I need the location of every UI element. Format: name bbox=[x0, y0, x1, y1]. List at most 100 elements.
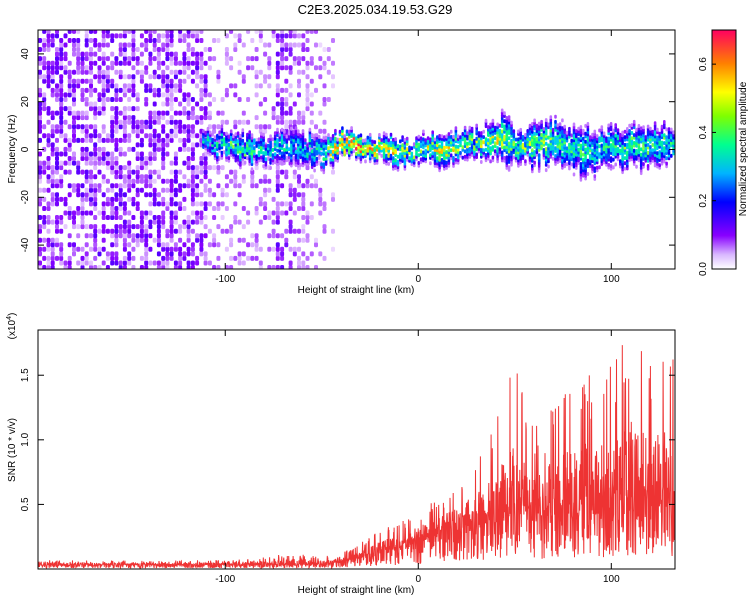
heat-cell bbox=[131, 87, 136, 93]
heat-cell bbox=[280, 246, 285, 252]
heat-cell bbox=[169, 196, 174, 202]
heat-cell bbox=[507, 165, 511, 170]
heat-cell bbox=[76, 78, 81, 84]
heat-cell bbox=[76, 47, 81, 52]
heat-cell bbox=[80, 206, 85, 211]
colorbar-tick-label: 0.6 bbox=[698, 57, 709, 71]
heat-cell bbox=[301, 183, 306, 189]
heat-cell bbox=[101, 92, 106, 98]
heat-cell bbox=[484, 147, 488, 152]
heat-cell bbox=[50, 38, 55, 43]
heat-cell bbox=[195, 260, 200, 266]
heat-cell bbox=[84, 178, 89, 184]
heat-cell bbox=[301, 228, 306, 234]
heat-cell bbox=[105, 33, 110, 39]
heat-cell bbox=[50, 115, 55, 121]
heat-cell bbox=[118, 233, 123, 239]
heat-cell bbox=[63, 56, 68, 62]
heat-cell bbox=[110, 228, 115, 234]
heat-cell bbox=[135, 242, 140, 248]
heat-cell bbox=[224, 206, 229, 211]
heat-cell bbox=[161, 224, 166, 230]
heat-cell bbox=[148, 119, 153, 125]
heat-cell bbox=[280, 265, 285, 269]
heat-cell bbox=[148, 115, 153, 121]
heat-cell bbox=[46, 142, 51, 148]
heat-cell bbox=[80, 92, 85, 98]
heat-cell bbox=[127, 169, 132, 175]
heat-cell bbox=[642, 125, 645, 130]
heat-cell bbox=[288, 219, 293, 225]
heat-cell bbox=[131, 196, 136, 202]
heat-cell bbox=[288, 228, 293, 234]
heat-cell bbox=[258, 246, 263, 252]
heat-cell bbox=[173, 215, 178, 220]
heat-cell bbox=[46, 47, 51, 52]
heat-cell bbox=[93, 110, 98, 116]
heat-cell bbox=[165, 110, 170, 116]
heat-cell bbox=[169, 83, 174, 89]
heat-cell bbox=[305, 60, 310, 66]
heat-cell bbox=[84, 87, 89, 93]
heat-cell bbox=[216, 201, 221, 207]
heat-cell bbox=[165, 74, 170, 80]
heat-cell bbox=[216, 141, 219, 146]
heat-cell bbox=[220, 215, 225, 220]
heat-cell bbox=[161, 83, 166, 89]
heat-cell bbox=[135, 156, 140, 161]
heat-cell bbox=[263, 110, 268, 116]
heat-cell bbox=[195, 133, 200, 139]
heat-cell bbox=[161, 196, 166, 202]
heat-cell bbox=[275, 215, 280, 220]
heat-cell bbox=[122, 42, 127, 48]
heat-cell bbox=[475, 136, 478, 141]
heat-cell bbox=[72, 110, 76, 116]
heat-cell bbox=[639, 126, 643, 131]
heat-cell bbox=[195, 233, 200, 239]
heat-cell bbox=[67, 106, 72, 112]
heat-cell bbox=[122, 151, 127, 157]
heat-cell bbox=[182, 69, 187, 75]
heat-cell bbox=[127, 160, 132, 166]
heat-cell bbox=[288, 106, 293, 112]
heat-cell bbox=[212, 56, 217, 62]
heat-cell bbox=[156, 228, 161, 234]
heat-cell bbox=[169, 42, 174, 48]
heat-cell bbox=[110, 187, 115, 193]
heat-cell bbox=[97, 151, 102, 157]
heat-cell bbox=[334, 128, 337, 133]
heat-cell bbox=[484, 118, 488, 123]
heat-cell bbox=[110, 151, 115, 157]
heat-cell bbox=[436, 156, 439, 161]
heat-cell bbox=[607, 123, 610, 128]
heat-cell bbox=[89, 169, 93, 175]
heat-cell bbox=[173, 265, 178, 269]
heat-cell bbox=[118, 215, 123, 220]
heat-cell bbox=[195, 183, 200, 189]
heat-cell bbox=[139, 119, 144, 125]
heat-cell bbox=[401, 135, 404, 140]
heat-cell bbox=[368, 132, 372, 137]
heat-cell bbox=[42, 106, 47, 112]
heat-cell bbox=[139, 60, 144, 66]
heat-cell bbox=[318, 110, 323, 116]
heat-cell bbox=[280, 87, 285, 93]
heat-cell bbox=[199, 201, 204, 207]
heat-cell bbox=[144, 215, 149, 220]
heat-cell bbox=[301, 206, 306, 211]
heat-cell bbox=[297, 92, 301, 98]
heat-cell bbox=[199, 237, 204, 243]
heat-cell bbox=[55, 196, 59, 202]
heat-cell bbox=[135, 201, 140, 207]
heat-cell bbox=[220, 124, 224, 129]
heat-cell bbox=[156, 47, 161, 52]
heat-cell bbox=[186, 160, 191, 166]
heat-cell bbox=[313, 168, 316, 173]
heat-cell bbox=[410, 146, 414, 151]
heat-cell bbox=[156, 65, 161, 71]
heat-cell bbox=[233, 201, 238, 207]
heat-cell bbox=[305, 165, 310, 171]
heat-cell bbox=[352, 133, 356, 138]
heat-cell bbox=[63, 33, 68, 39]
heat-cell bbox=[156, 237, 161, 243]
